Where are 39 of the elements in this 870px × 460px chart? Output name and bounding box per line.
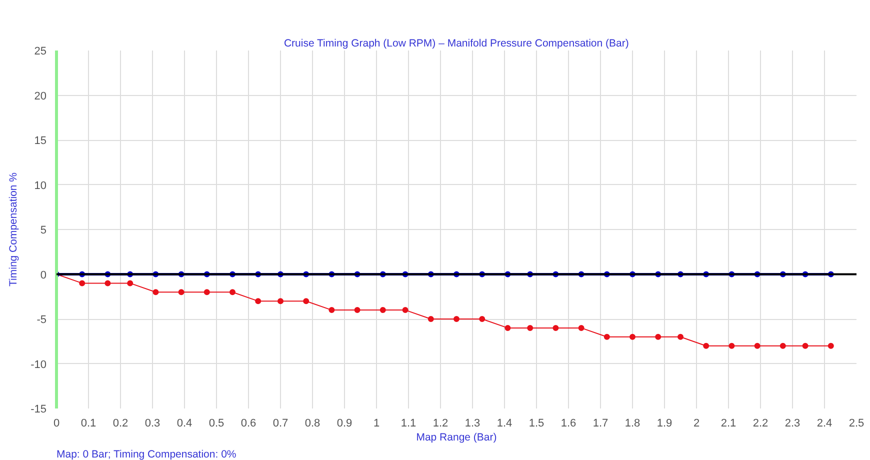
y-tick-label: -15 xyxy=(30,404,47,416)
x-tick-label: 1.5 xyxy=(528,418,544,430)
x-tick-label: 0.8 xyxy=(304,418,320,430)
x-tick-label: 0.7 xyxy=(272,418,288,430)
x-tick-label: 1.8 xyxy=(624,418,640,430)
x-tick-label: 2.3 xyxy=(784,418,800,430)
x-tick-label: 1.3 xyxy=(464,418,480,430)
x-tick-label: 2.4 xyxy=(816,418,832,430)
x-tick-label: 2 xyxy=(693,418,700,430)
x-tick-label: 1.2 xyxy=(432,418,448,430)
x-tick-label: 0.6 xyxy=(240,418,256,430)
x-tick-label: 2.1 xyxy=(720,418,736,430)
x-tick-label: 0.4 xyxy=(176,418,192,430)
y-tick-label: -5 xyxy=(36,314,46,326)
x-tick-label: 0.2 xyxy=(112,418,128,430)
y-tick-label: 15 xyxy=(34,135,47,147)
text: Map: 0 Bar; Timing Compensation: 0% xyxy=(56,448,236,460)
x-axis-title: Map Range (Bar) xyxy=(416,432,497,444)
y-tick-label: 25 xyxy=(34,46,47,58)
x-tick-label: 0.1 xyxy=(80,418,96,430)
x-tick-label: 1 xyxy=(373,418,380,430)
x-tick-label: 2.2 xyxy=(752,418,768,430)
x-tick-label: 0.3 xyxy=(144,418,160,430)
x-tick-label: 0.5 xyxy=(208,418,224,430)
x-tick-label: 1.4 xyxy=(496,418,512,430)
chart-title: Cruise Timing Graph (Low RPM) – Manifold Pressure Compensation (Bar) xyxy=(284,38,629,50)
x-tick-label: 1.6 xyxy=(560,418,576,430)
y-tick-label: -10 xyxy=(30,358,47,371)
y-tick-label: 5 xyxy=(40,224,47,236)
x-tick-label: 1.7 xyxy=(592,418,608,430)
x-tick-label: 2.5 xyxy=(848,418,864,430)
x-tick-label: 0.9 xyxy=(336,418,352,430)
x-tick-label: 1.9 xyxy=(656,418,672,430)
y-tick-label: 0 xyxy=(40,269,47,282)
x-tick-label: 0 xyxy=(53,418,60,430)
y-tick-label: 10 xyxy=(34,180,47,192)
y-tick-label: 20 xyxy=(34,90,47,102)
y-axis-title: Timing Compensation % xyxy=(8,172,20,286)
x-tick-label: 1.1 xyxy=(400,418,416,430)
